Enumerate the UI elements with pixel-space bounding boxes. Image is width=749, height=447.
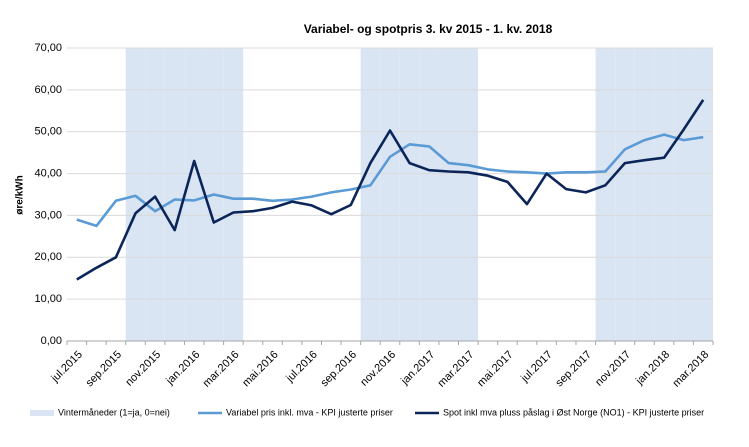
winter-bar (125, 48, 146, 341)
winter-bar (595, 48, 616, 341)
winter-bar (223, 48, 244, 341)
x-tick-label: jan.2016 (163, 349, 202, 388)
x-tick-label: jul.2017 (518, 349, 554, 385)
grid-layer (66, 47, 714, 345)
x-tick-label: sep.2017 (553, 349, 593, 389)
x-tick-label: mar.2016 (201, 349, 242, 390)
winter-bar (634, 48, 655, 341)
winter-bar (654, 48, 674, 341)
winter-bar (145, 48, 165, 341)
y-tick-label: 50,00 (34, 126, 62, 138)
x-tick-label: sep.2015 (84, 349, 124, 389)
winter-bar (673, 48, 694, 341)
winter-bar (419, 48, 439, 341)
background-layer (125, 48, 713, 341)
x-tick-label: mar.2018 (670, 349, 711, 390)
winter-bar (458, 48, 479, 341)
series-line (76, 99, 705, 281)
legend-swatch (30, 410, 54, 416)
line-layer (76, 99, 705, 281)
x-tick-label: mai.2016 (240, 349, 280, 389)
y-tick-label: 70,00 (34, 42, 62, 54)
y-tick-label: 40,00 (34, 167, 62, 179)
winter-bar (164, 48, 185, 341)
y-tick-label: 30,00 (34, 209, 62, 221)
x-tick-label: nov.2016 (358, 349, 398, 389)
x-tick-label: nov.2017 (593, 349, 633, 389)
legend: Vintermåneder (1=ja, 0=nei) Variabel pris… (30, 407, 704, 417)
y-axis-title: øre/kWh (15, 175, 26, 214)
series-line (76, 133, 704, 228)
y-tick-label: 10,00 (34, 293, 62, 305)
x-tick-label: mar.2017 (436, 349, 477, 390)
winter-bar (184, 48, 205, 341)
winter-bar (615, 48, 635, 341)
y-tick-label: 20,00 (34, 251, 62, 263)
x-tick-label: nov.2015 (123, 349, 163, 389)
x-tick-label: mai.2017 (475, 349, 515, 389)
y-tick-label: 0,00 (41, 335, 62, 347)
x-tick-label: jul.2015 (49, 349, 85, 385)
x-tick-label: jul.2016 (283, 349, 319, 385)
chart-title: Variabel- og spotpris 3. kv 2015 - 1. kv… (304, 22, 553, 36)
x-tick-label: jan.2018 (633, 349, 672, 388)
winter-bar (438, 48, 459, 341)
y-tick-label: 60,00 (34, 84, 62, 96)
x-tick-label: jan.2017 (398, 349, 437, 388)
winter-bar (380, 48, 400, 341)
winter-bar (360, 48, 381, 341)
legend-label: Vintermåneder (1=ja, 0=nei) (58, 407, 170, 417)
winter-bar (693, 48, 713, 341)
legend-label: Variabel pris inkl. mva - KPI justerte p… (226, 407, 393, 417)
x-tick-label: sep.2016 (319, 349, 359, 389)
legend-label: Spot inkl mva pluss påslag i Øst Norge (… (443, 407, 704, 417)
winter-bar (399, 48, 420, 341)
